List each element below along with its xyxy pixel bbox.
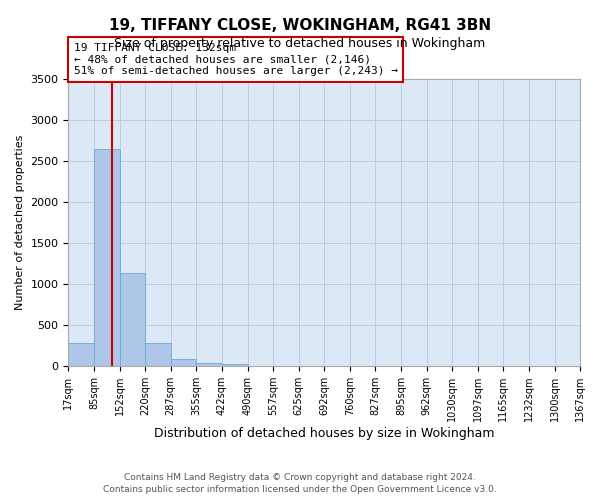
Y-axis label: Number of detached properties: Number of detached properties <box>15 135 25 310</box>
Bar <box>94 149 119 366</box>
Text: Contains public sector information licensed under the Open Government Licence v3: Contains public sector information licen… <box>103 485 497 494</box>
X-axis label: Distribution of detached houses by size in Wokingham: Distribution of detached houses by size … <box>154 427 494 440</box>
Bar <box>171 359 196 366</box>
Text: 19 TIFFANY CLOSE: 132sqm
← 48% of detached houses are smaller (2,146)
51% of sem: 19 TIFFANY CLOSE: 132sqm ← 48% of detach… <box>74 43 398 76</box>
Bar <box>196 362 222 366</box>
Text: 19, TIFFANY CLOSE, WOKINGHAM, RG41 3BN: 19, TIFFANY CLOSE, WOKINGHAM, RG41 3BN <box>109 18 491 32</box>
Text: Contains HM Land Registry data © Crown copyright and database right 2024.: Contains HM Land Registry data © Crown c… <box>124 472 476 482</box>
Bar <box>222 364 248 366</box>
Text: Size of property relative to detached houses in Wokingham: Size of property relative to detached ho… <box>115 38 485 51</box>
Bar <box>145 343 171 366</box>
Bar <box>68 343 94 366</box>
Bar <box>119 272 145 366</box>
